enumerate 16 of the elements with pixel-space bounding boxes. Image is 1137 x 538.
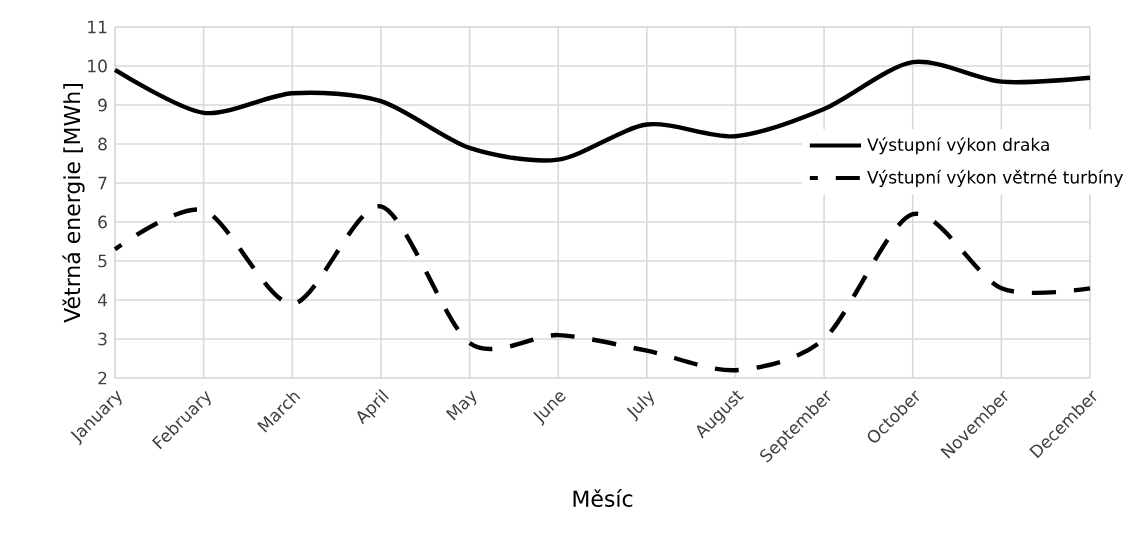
y-tick-label: 4 [97, 293, 107, 307]
legend-label: Výstupní výkon draka [867, 137, 1049, 155]
y-tick-label: 7 [98, 176, 107, 190]
y-tick-label: 6 [98, 215, 107, 229]
x-axis-title: Měsíc [573, 489, 633, 507]
y-tick-label: 2 [98, 371, 107, 385]
y-tick-label: 5 [98, 254, 107, 268]
y-tick-label: 9 [98, 98, 107, 112]
legend-label: Výstupní výkon větrné turbíny [867, 169, 1123, 187]
y-tick-label: 3 [98, 332, 107, 346]
line-series [112, 204, 1093, 373]
y-axis-title: Větrná energie [MWh] [62, 84, 85, 323]
y-tick-label: 8 [98, 137, 107, 151]
y-tick-label: 11 [88, 20, 107, 34]
line-series [112, 59, 1093, 163]
y-tick-label: 10 [88, 59, 107, 73]
